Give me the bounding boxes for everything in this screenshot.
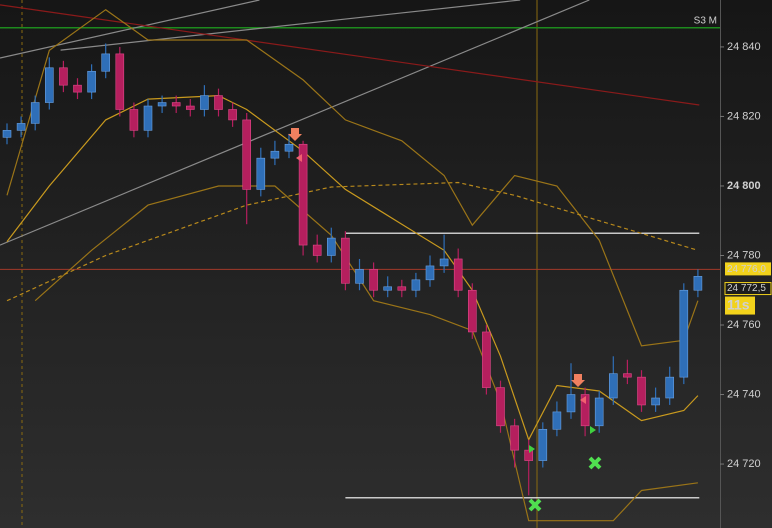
- candle-body: [270, 150, 280, 159]
- candle-body: [115, 53, 125, 110]
- candle-body: [453, 258, 463, 291]
- candle-body: [651, 397, 660, 406]
- candle-body: [566, 394, 576, 413]
- trendline: [60, 0, 521, 51]
- y-tick-label: 24 800: [727, 180, 761, 192]
- candle-body: [298, 143, 308, 246]
- candle-body: [496, 387, 505, 427]
- indicator-line: [6, 94, 699, 442]
- candle-body: [200, 95, 209, 110]
- candle-body: [482, 331, 491, 388]
- candle-body: [214, 95, 223, 110]
- marks: S3 M: [0, 0, 720, 522]
- candle-body: [129, 109, 139, 131]
- candle-body: [665, 376, 675, 399]
- candle-body: [552, 411, 562, 430]
- candle-body: [171, 102, 181, 107]
- candle-body: [87, 70, 96, 93]
- candle-body: [355, 269, 364, 284]
- candle-body: [73, 84, 82, 93]
- candle-body: [2, 130, 12, 138]
- candle-body: [693, 276, 703, 291]
- signal-triangle: [296, 154, 302, 162]
- timer-label: 11s: [727, 296, 750, 312]
- candle-body: [242, 119, 251, 190]
- candle-body: [59, 67, 68, 86]
- candle-body: [608, 373, 618, 399]
- candle-body: [284, 143, 294, 152]
- candle-body: [524, 449, 534, 461]
- candle-body: [44, 67, 54, 103]
- candle-body: [397, 286, 407, 291]
- candle-body: [30, 102, 40, 124]
- candle-body: [679, 289, 689, 378]
- y-tick-label: 24 720: [727, 458, 761, 470]
- signal-arrow: [288, 128, 302, 141]
- candle-body: [143, 105, 153, 131]
- indicator-line: [6, 181, 699, 302]
- candle-body: [637, 376, 646, 406]
- candle-body: [16, 123, 26, 131]
- candle-body: [312, 244, 322, 256]
- candle-body: [186, 105, 195, 110]
- level-label: S3 M: [694, 15, 717, 26]
- last-price-label: 24 776,0: [727, 264, 766, 275]
- price-axis: 24 720 24 740 24 760 24 780 24 800 24 820 24 8…: [720, 41, 772, 470]
- indicator-line: [34, 185, 698, 522]
- candle-body: [594, 397, 604, 427]
- candle-body: [510, 425, 519, 451]
- y-tick-label: 24 760: [727, 319, 761, 331]
- y-tick-label: 24 780: [727, 249, 761, 261]
- last-price-box: [725, 262, 771, 276]
- trendline: [0, 4, 700, 106]
- candle-body: [467, 289, 477, 333]
- candle-body: [425, 265, 435, 281]
- candle-body: [341, 237, 350, 284]
- indicator-line: [6, 8, 699, 347]
- signals: [288, 128, 602, 512]
- candle-body: [411, 279, 421, 291]
- y-tick-label: 24 820: [727, 110, 761, 122]
- signal-cross: [528, 498, 542, 512]
- timer-box: [725, 296, 755, 315]
- candle-body: [623, 373, 632, 378]
- signal-triangle: [590, 426, 596, 434]
- candle-body: [326, 237, 336, 256]
- candle-body: [383, 286, 393, 291]
- trendline: [0, 0, 590, 246]
- y-tick-label: 24 840: [727, 41, 761, 53]
- candle-body: [256, 157, 266, 190]
- candle-body: [157, 102, 167, 107]
- y-tick-label: 24 740: [727, 388, 761, 400]
- candle-body: [101, 53, 110, 72]
- trendline: [0, 0, 260, 59]
- signal-cross: [588, 456, 602, 470]
- signal-triangle: [580, 396, 586, 404]
- candle-body: [369, 269, 378, 291]
- bid-price-box: [724, 282, 772, 296]
- candle-body: [538, 428, 548, 461]
- bid-price-label: 24 772,5: [727, 283, 766, 294]
- candle-body: [228, 109, 237, 121]
- signal-arrow: [571, 374, 585, 387]
- candle-body: [439, 258, 449, 267]
- signal-triangle: [529, 445, 535, 453]
- candle-body: [580, 394, 590, 427]
